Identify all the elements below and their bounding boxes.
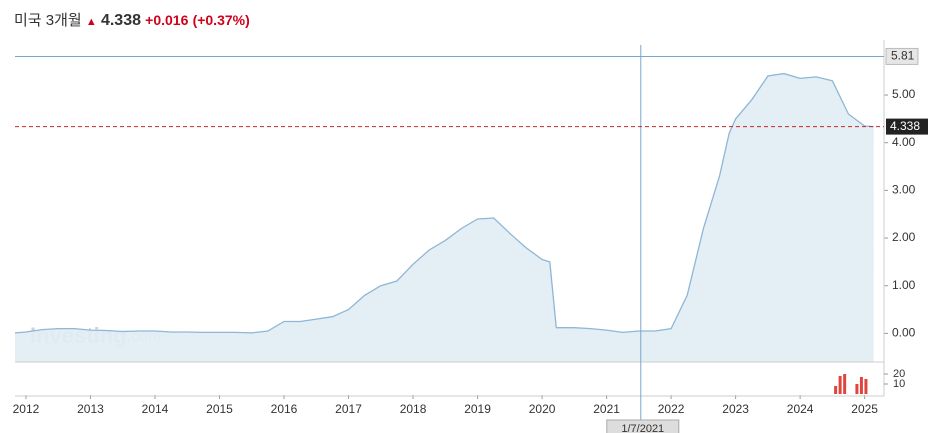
- x-tick-label: 2023: [722, 402, 749, 416]
- y-tick-label: 2.00: [892, 230, 916, 244]
- x-tick-label: 2012: [13, 402, 40, 416]
- header: 미국 3개월 ▲ 4.338 +0.016 (+0.37%): [14, 9, 250, 30]
- volume-tick-label: 20: [893, 368, 905, 380]
- volume-bar: [838, 376, 842, 394]
- y-tick-label: 5.00: [892, 87, 916, 101]
- y-tick-label: 3.00: [892, 183, 916, 197]
- up-arrow: ▲: [85, 16, 97, 28]
- x-tick-label: 2022: [658, 402, 685, 416]
- volume-bar: [859, 377, 863, 394]
- x-tick-label: 2020: [529, 402, 556, 416]
- volume-bar: [843, 374, 847, 394]
- x-tick-label: 2015: [206, 402, 233, 416]
- x-tick-label: 2013: [77, 402, 104, 416]
- y-tick-label: 4.00: [892, 135, 916, 149]
- y-tick-label: 0.00: [892, 326, 916, 340]
- volume-tick-label: 10: [893, 378, 905, 390]
- change: +0.016: [145, 12, 189, 28]
- volume-bar: [864, 379, 868, 394]
- crosshair-x-box: [606, 419, 680, 433]
- change-percent: (+0.37%): [192, 12, 250, 28]
- last-price-label: 4.338: [890, 119, 920, 133]
- last-price-box: [886, 118, 928, 135]
- x-tick-label: 2018: [400, 402, 427, 416]
- price: 4.338: [100, 12, 141, 29]
- area-line: [14, 72, 874, 334]
- instrument-name: 미국 3개월: [14, 12, 82, 29]
- crosshair-y-box: [885, 47, 919, 65]
- x-tick-label: 2021: [593, 402, 620, 416]
- crosshair-x-label: 1/7/2021: [621, 423, 664, 433]
- x-tick-label: 2017: [335, 402, 362, 416]
- x-tick-label: 2024: [787, 402, 814, 416]
- volume-bar: [834, 386, 838, 394]
- x-tick-label: 2025: [851, 402, 878, 416]
- volume-bar: [855, 384, 859, 394]
- crosshair-y-label: 5.81: [891, 49, 915, 63]
- x-tick-label: 2014: [142, 402, 169, 416]
- area-fill: [15, 73, 874, 362]
- y-tick-label: 1.00: [892, 278, 916, 292]
- x-tick-label: 2016: [271, 402, 298, 416]
- x-tick-label: 2019: [464, 402, 491, 416]
